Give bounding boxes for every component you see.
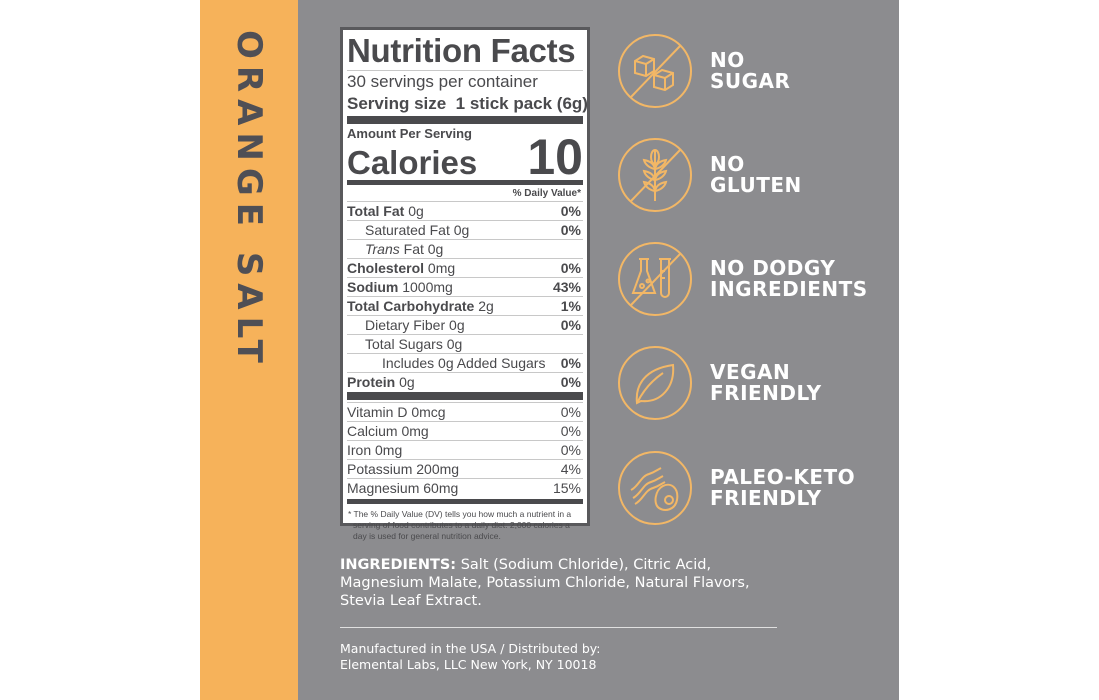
claim-label: NO GLUTEN [710, 152, 802, 197]
flavor-strip [200, 0, 298, 700]
claim-vegan-friendly: VEGAN FRIENDLY [617, 345, 822, 421]
claim-label: VEGAN FRIENDLY [710, 360, 822, 405]
thick-divider [347, 116, 583, 124]
calories-label: Calories [347, 144, 478, 181]
bacon-egg-icon [618, 451, 692, 525]
nutrient-row: Saturated Fat 0g 0% [347, 220, 583, 239]
manufacturer-info: Manufactured in the USA / Distributed by… [340, 641, 601, 672]
serving-size: Serving size 1 stick pack (6g) [347, 94, 588, 113]
flavor-title: ORANGE SALT [229, 30, 269, 370]
calories-value: 10 [527, 129, 583, 185]
vitamin-row: Iron 0mg 0% [347, 440, 583, 458]
nutrient-row: Sodium 1000mg 43% [347, 277, 583, 295]
vitamin-row: Vitamin D 0mcg 0% [347, 402, 583, 420]
vitamin-row: Magnesium 60mg 15% [347, 478, 583, 496]
amount-per-serving: Amount Per Serving [347, 126, 472, 141]
nutrient-row: Protein 0g 0% [347, 372, 583, 390]
dv-footnote: * The % Daily Value (DV) tells you how m… [348, 509, 572, 541]
no-sugar-cubes-icon [618, 34, 692, 108]
no-gluten-wheat-icon [618, 138, 692, 212]
calories-row: Calories 10 [347, 132, 583, 182]
nutrient-row: Trans Fat 0g [347, 239, 583, 258]
ingredients-heading: INGREDIENTS: [340, 557, 457, 573]
no-chemicals-flask-icon [618, 242, 692, 316]
nutrient-row: Dietary Fiber 0g 0% [347, 315, 583, 334]
ingredients-list: Salt (Sodium Chloride), Citric Acid, Mag… [340, 557, 750, 609]
daily-value-header: % Daily Value* [512, 188, 581, 199]
medium-divider [347, 180, 583, 185]
claim-label: PALEO-KETO FRIENDLY [710, 465, 856, 510]
claim-no-sugar: NO SUGAR [617, 33, 790, 109]
claim-label: NO DODGY INGREDIENTS [710, 256, 868, 301]
nutrient-row: Total Carbohydrate 2g 1% [347, 296, 583, 314]
claim-no-dodgy-ingredients: NO DODGY INGREDIENTS [617, 241, 868, 317]
separator-line [340, 627, 777, 628]
claim-paleo-keto-friendly: PALEO-KETO FRIENDLY [617, 450, 855, 526]
claim-no-gluten: NO GLUTEN [617, 137, 802, 213]
vitamin-row: Potassium 200mg 4% [347, 459, 583, 477]
nutrient-row: Cholesterol 0mg 0% [347, 258, 583, 276]
servings-per-container: 30 servings per container [347, 72, 538, 91]
nf-title: Nutrition Facts [347, 32, 576, 69]
claim-label: NO SUGAR [710, 48, 791, 93]
nutrition-facts-label: Nutrition Facts 30 servings per containe… [340, 27, 590, 541]
nutrient-row: Total Fat 0g 0% [347, 201, 583, 219]
nutrient-row: Total Sugars 0g [347, 334, 583, 353]
vegan-leaf-icon [618, 346, 692, 420]
ingredients-text: INGREDIENTS: Salt (Sodium Chloride), Cit… [340, 556, 790, 610]
thick-divider [347, 392, 583, 400]
vitamin-row: Calcium 0mg 0% [347, 421, 583, 439]
nutrient-row: Includes 0g Added Sugars 0% [347, 353, 583, 372]
medium-divider [347, 499, 583, 504]
